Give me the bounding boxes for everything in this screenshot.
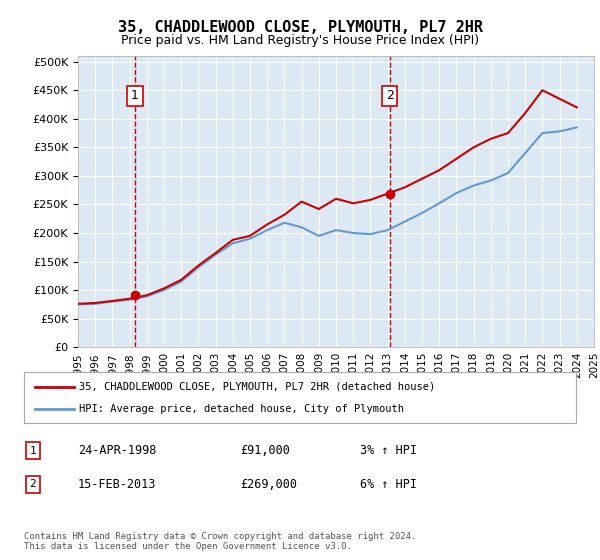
Text: HPI: Average price, detached house, City of Plymouth: HPI: Average price, detached house, City… xyxy=(79,404,404,414)
Text: 6% ↑ HPI: 6% ↑ HPI xyxy=(360,478,417,491)
Text: 24-APR-1998: 24-APR-1998 xyxy=(78,444,157,458)
Text: 2: 2 xyxy=(29,479,37,489)
Text: £91,000: £91,000 xyxy=(240,444,290,458)
Text: 3% ↑ HPI: 3% ↑ HPI xyxy=(360,444,417,458)
Text: 1: 1 xyxy=(29,446,37,456)
Text: 1: 1 xyxy=(131,90,139,102)
Text: 2: 2 xyxy=(386,90,394,102)
Text: Contains HM Land Registry data © Crown copyright and database right 2024.
This d: Contains HM Land Registry data © Crown c… xyxy=(24,532,416,552)
Text: 35, CHADDLEWOOD CLOSE, PLYMOUTH, PL7 2HR: 35, CHADDLEWOOD CLOSE, PLYMOUTH, PL7 2HR xyxy=(118,20,482,35)
Text: Price paid vs. HM Land Registry's House Price Index (HPI): Price paid vs. HM Land Registry's House … xyxy=(121,34,479,46)
Text: 15-FEB-2013: 15-FEB-2013 xyxy=(78,478,157,491)
Text: 35, CHADDLEWOOD CLOSE, PLYMOUTH, PL7 2HR (detached house): 35, CHADDLEWOOD CLOSE, PLYMOUTH, PL7 2HR… xyxy=(79,381,436,391)
Text: £269,000: £269,000 xyxy=(240,478,297,491)
